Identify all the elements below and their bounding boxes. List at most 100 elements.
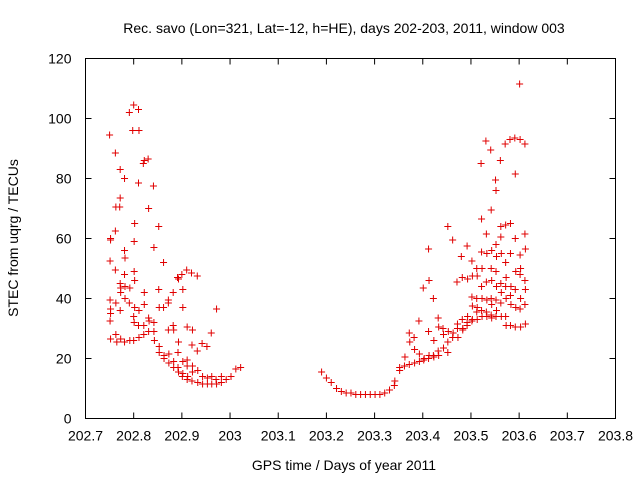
data-point <box>396 364 404 371</box>
data-point <box>482 137 490 145</box>
data-point <box>425 328 433 335</box>
data-point <box>126 284 134 292</box>
data-point <box>169 289 177 296</box>
data-point <box>386 386 394 394</box>
data-point <box>232 365 240 373</box>
chart-title: Rec. savo (Lon=321, Lat=-12, h=HE), days… <box>123 20 565 36</box>
data-point <box>492 268 500 275</box>
data-point <box>506 322 514 329</box>
data-point <box>458 274 466 281</box>
data-point <box>483 296 491 304</box>
data-point <box>497 250 505 257</box>
data-point <box>473 272 481 280</box>
data-point <box>333 385 341 392</box>
data-point <box>193 347 201 355</box>
data-point <box>439 325 447 332</box>
data-point <box>139 160 147 167</box>
data-point <box>521 286 529 293</box>
data-point <box>337 388 345 395</box>
data-point <box>106 317 114 325</box>
data-point <box>106 257 114 265</box>
data-point <box>140 301 148 308</box>
data-point <box>188 362 196 370</box>
x-tick-label: 203.6 <box>502 428 537 444</box>
data-point <box>507 283 515 290</box>
data-point <box>415 317 423 325</box>
data-point <box>347 389 355 397</box>
data-point <box>487 206 495 214</box>
data-point <box>150 337 158 344</box>
data-point <box>517 323 525 331</box>
data-point <box>113 338 121 346</box>
data-point <box>111 266 119 274</box>
data-point <box>459 326 467 334</box>
x-tick-label: 203.2 <box>309 428 344 444</box>
data-point <box>419 284 427 292</box>
data-point <box>478 307 486 314</box>
data-point <box>477 160 485 167</box>
data-point <box>478 265 486 272</box>
data-point <box>435 352 443 359</box>
data-point <box>121 271 129 278</box>
data-point <box>506 250 514 257</box>
data-point <box>488 314 496 322</box>
x-tick-label: 203.7 <box>550 428 585 444</box>
data-point <box>516 305 524 313</box>
data-point <box>444 328 452 335</box>
data-point <box>457 253 465 260</box>
data-point <box>511 235 519 242</box>
data-point <box>194 379 202 386</box>
data-point <box>483 313 491 320</box>
y-tick-label: 40 <box>56 291 72 307</box>
data-point <box>488 301 496 308</box>
data-point <box>140 157 148 164</box>
data-point <box>135 106 142 113</box>
data-point <box>453 278 461 286</box>
data-point <box>165 350 173 358</box>
data-point <box>130 238 138 245</box>
data-point <box>406 338 414 346</box>
data-point <box>106 296 114 304</box>
data-point <box>411 346 419 353</box>
data-point <box>145 205 153 212</box>
data-point <box>183 323 191 331</box>
data-point <box>487 295 495 302</box>
data-point <box>165 359 173 367</box>
data-point <box>106 131 114 139</box>
x-tick-label: 203.5 <box>453 428 488 444</box>
x-tick-label: 203 <box>218 428 242 444</box>
data-point <box>111 227 119 235</box>
y-tick-label: 20 <box>56 351 72 367</box>
data-point <box>203 374 211 382</box>
data-point <box>140 322 148 329</box>
data-point <box>444 349 452 356</box>
data-point <box>322 374 330 382</box>
data-point <box>502 259 510 266</box>
data-point <box>463 242 471 250</box>
data-point <box>179 286 187 293</box>
data-point <box>517 265 525 272</box>
data-point <box>318 368 326 376</box>
data-point <box>327 379 335 386</box>
data-point <box>160 304 168 311</box>
data-point <box>170 326 178 334</box>
data-point <box>415 358 423 365</box>
data-point <box>130 101 138 109</box>
data-point <box>183 266 191 274</box>
data-point <box>483 250 491 257</box>
x-tick-label: 203.1 <box>261 428 296 444</box>
y-axis-label: STEC from uqrg / TECUs <box>5 159 21 317</box>
data-point <box>429 295 437 302</box>
data-point <box>506 136 514 143</box>
data-point <box>194 367 202 374</box>
data-point <box>492 307 500 314</box>
data-point <box>521 301 529 308</box>
data-point <box>117 335 125 343</box>
data-point <box>121 283 129 290</box>
data-point <box>121 338 129 346</box>
data-point <box>492 296 500 304</box>
data-point <box>425 277 433 284</box>
x-tick-label: 202.7 <box>68 428 103 444</box>
data-point <box>468 293 476 301</box>
